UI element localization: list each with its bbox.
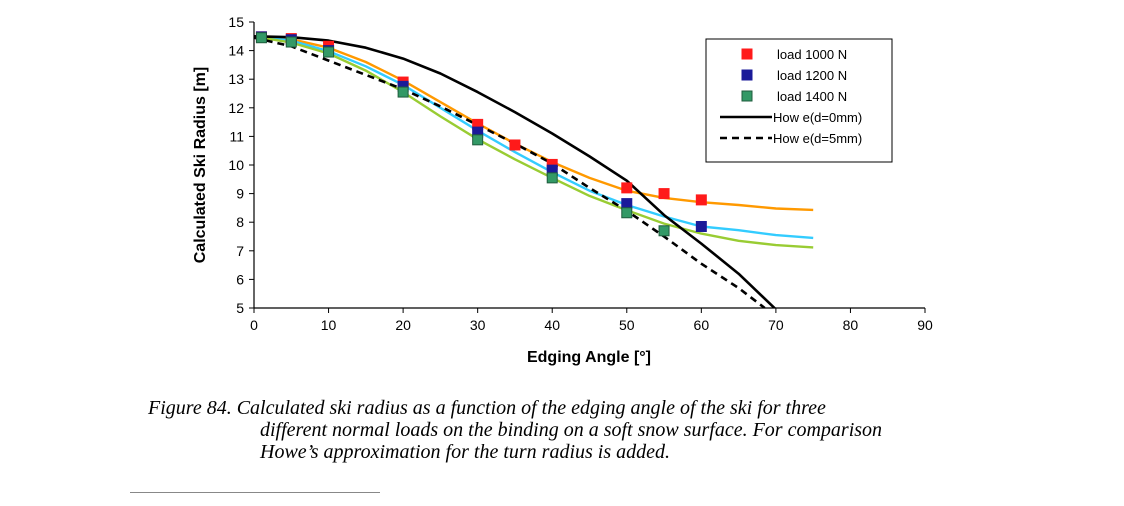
y-tick-label: 13: [228, 71, 244, 87]
y-tick-label: 10: [228, 157, 244, 173]
footnote-separator: [130, 492, 380, 493]
x-tick-label: 60: [694, 317, 710, 333]
data-point: [323, 46, 335, 58]
data-point: [255, 32, 267, 44]
y-tick-label: 8: [236, 214, 244, 230]
series-curve: [261, 36, 814, 249]
data-point: [472, 134, 484, 146]
y-axis-title: Calculated Ski Radius [m]: [192, 67, 209, 264]
y-tick-label: 6: [236, 271, 244, 287]
data-point: [621, 207, 633, 219]
chart: 0 10 20 30 40 50 60 70 80 90 5 6 7 8 9 10 11 12 13 14 15 Edg…: [192, 14, 933, 366]
legend-box: [705, 38, 893, 163]
caption-line-1: Figure 84. Calculated ski radius as a fu…: [148, 397, 826, 419]
x-tick-label: 20: [395, 317, 411, 333]
data-point: [695, 220, 707, 232]
legend-label: load 1200 N: [777, 68, 847, 83]
data-point: [397, 86, 409, 98]
x-tick-label: 50: [619, 317, 635, 333]
caption-line-3: Howe’s approximation for the turn radius…: [260, 441, 671, 463]
plot-markers: [255, 31, 707, 237]
legend: load 1000 N load 1200 N load 1400 N How e(d…: [705, 38, 893, 163]
series-line-howe: [254, 35, 777, 308]
legend-label: How e(d=5mm): [773, 131, 862, 146]
x-tick-label: 30: [470, 317, 486, 333]
x-tick-label: 80: [843, 317, 859, 333]
data-point: [621, 198, 633, 210]
ticks: 0 10 20 30 40 50 60 70 80 90 5 6 7 8 9 10 11 12 13 14 15: [228, 14, 933, 333]
legend-label: load 1400 N: [777, 89, 847, 104]
legend-marker: [741, 48, 753, 60]
legend-label: load 1000 N: [777, 47, 847, 62]
legend-marker: [741, 69, 753, 81]
y-tick-label: 7: [236, 243, 244, 259]
caption-line-2: different normal loads on the binding on…: [260, 419, 883, 441]
figure-caption: Figure 84. Calculated ski radius as a fu…: [148, 397, 1048, 463]
legend-label: How e(d=0mm): [773, 110, 862, 125]
data-point: [285, 36, 297, 48]
data-point: [509, 139, 521, 151]
x-tick-label: 90: [917, 317, 933, 333]
data-point: [546, 172, 558, 184]
y-tick-label: 5: [236, 300, 244, 316]
x-tick-label: 0: [250, 317, 258, 333]
x-tick-label: 40: [544, 317, 560, 333]
data-point: [658, 188, 670, 200]
data-point: [621, 182, 633, 194]
x-axis-title: Edging Angle [°]: [527, 349, 651, 366]
y-tick-label: 11: [229, 128, 244, 144]
series-curve: [261, 35, 814, 240]
data-point: [658, 225, 670, 237]
data-point: [695, 194, 707, 206]
y-tick-label: 14: [228, 43, 244, 59]
legend-marker: [741, 90, 753, 102]
y-tick-label: 12: [228, 100, 244, 116]
series-line-howe: [254, 36, 766, 308]
y-tick-label: 9: [236, 186, 244, 202]
x-tick-label: 10: [321, 317, 337, 333]
x-tick-label: 70: [768, 317, 784, 333]
y-tick-label: 15: [228, 14, 244, 30]
